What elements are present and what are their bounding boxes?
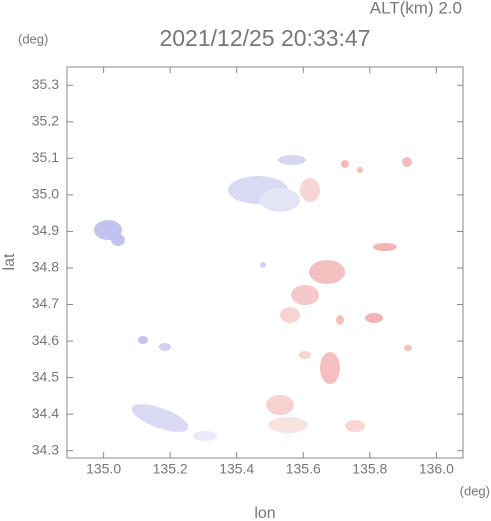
y-tick-label: 34.8 — [32, 259, 59, 275]
altitude: ALT(km) 2.0 — [370, 0, 462, 17]
y-unit: (deg) — [18, 31, 48, 46]
y-tick-label: 34.3 — [32, 441, 59, 457]
y-tick-label: 35.1 — [32, 149, 59, 165]
y-tick-label: 34.9 — [32, 222, 59, 238]
chart-title: 2021/12/25 20:33:47 — [159, 25, 370, 51]
y-axis-label: lat — [1, 253, 18, 270]
plot-frame — [66, 66, 464, 459]
y-tick-label: 34.6 — [32, 332, 59, 348]
x-tick-label: 135.2 — [153, 461, 188, 477]
echoes — [94, 155, 412, 441]
y-tick-label: 34.7 — [32, 295, 59, 311]
x-tick-label: 136.0 — [419, 461, 454, 477]
x-tick-label: 135.4 — [219, 461, 254, 477]
y-tick-label: 34.5 — [32, 368, 59, 384]
y-tick-label: 35.3 — [32, 76, 59, 92]
x-tick-label: 135.0 — [86, 461, 121, 477]
y-tick-label: 35.2 — [32, 113, 59, 129]
y-tick-label: 34.4 — [32, 405, 59, 421]
x-axis-label: lon — [254, 505, 275, 521]
x-unit: (deg) — [460, 483, 490, 498]
x-tick-label: 135.8 — [352, 461, 387, 477]
x-tick-label: 135.6 — [286, 461, 321, 477]
y-tick-label: 35.0 — [32, 186, 59, 202]
